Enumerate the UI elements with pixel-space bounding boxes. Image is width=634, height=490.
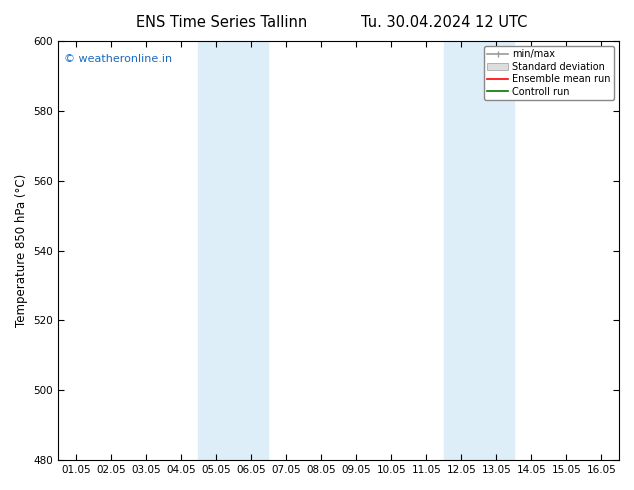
Bar: [198, 41, 268, 460]
Text: Tu. 30.04.2024 12 UTC: Tu. 30.04.2024 12 UTC: [361, 15, 527, 30]
Legend: min/max, Standard deviation, Ensemble mean run, Controll run: min/max, Standard deviation, Ensemble me…: [484, 46, 614, 100]
Y-axis label: Temperature 850 hPa (°C): Temperature 850 hPa (°C): [15, 174, 28, 327]
Text: ENS Time Series Tallinn: ENS Time Series Tallinn: [136, 15, 307, 30]
Bar: [444, 41, 514, 460]
Text: © weatheronline.in: © weatheronline.in: [64, 53, 172, 64]
